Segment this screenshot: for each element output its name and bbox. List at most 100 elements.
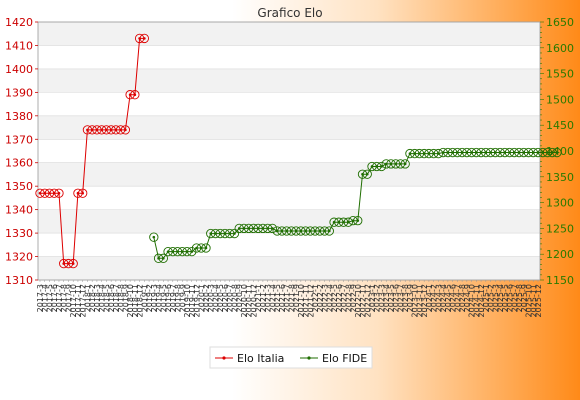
data-point	[54, 188, 64, 198]
x-tick-label: 2020-10	[240, 284, 249, 317]
x-tick-label: 2019-3	[150, 284, 159, 312]
x-tick-label: 2020-2	[202, 284, 211, 312]
x-tick-label: 2020-8	[230, 284, 239, 312]
x-tick-label: 2018-4	[98, 284, 107, 312]
x-tick-label: 2021-11	[302, 284, 311, 317]
x-tick-label: 2022-3	[321, 284, 330, 312]
x-tick-label: 2024-9	[463, 284, 472, 312]
x-tick-label: 2023-4	[382, 284, 391, 312]
right-tick-label: 1500	[546, 93, 574, 106]
data-point-dot	[57, 191, 61, 195]
data-point-dot	[365, 172, 369, 176]
x-tick-label: 2020-12	[249, 284, 258, 317]
x-tick-label: 2023-5	[387, 284, 396, 312]
data-point-dot	[555, 151, 559, 154]
x-tick-label: 2020-4	[211, 284, 220, 312]
x-tick-label: 2021-3	[264, 284, 273, 312]
x-tick-label: 2024-8	[458, 284, 467, 312]
left-tick-label: 1360	[5, 157, 33, 170]
grid-band	[38, 22, 540, 46]
left-tick-label: 1350	[5, 180, 33, 193]
data-point-dot	[124, 128, 127, 132]
x-tick-label: 2017-12	[79, 284, 88, 317]
data-point	[229, 228, 240, 239]
plot-area	[38, 22, 540, 280]
grid-band	[38, 209, 540, 234]
x-tick-label: 2017-9	[64, 284, 73, 312]
x-tick-label: 2021-10	[297, 284, 306, 317]
x-tick-label: 2019-6	[164, 284, 173, 312]
data-point	[158, 253, 168, 263]
right-tick-label: 1550	[546, 68, 574, 81]
x-tick-label: 2019-11	[188, 284, 197, 317]
x-tick-label: 2025-8	[515, 284, 524, 312]
legend: Elo Italia Elo FIDE	[209, 346, 373, 369]
x-tick-label: 2023-12	[420, 284, 429, 317]
x-tick-label: 2024-4	[439, 284, 448, 312]
legend-box	[209, 346, 373, 369]
plot-background	[37, 21, 541, 281]
x-tick-label: 2018-11	[131, 284, 140, 317]
x-tick-label: 2023-9	[406, 284, 415, 312]
x-tick-label: 2021-4	[268, 284, 277, 312]
x-tick-label: 2025-6	[506, 284, 515, 312]
x-tick-label: 2017-11	[74, 284, 83, 317]
legend-label-elo-italia: Elo Italia	[237, 352, 284, 365]
data-point	[139, 33, 149, 44]
x-tick-label: 2017-5	[45, 284, 54, 312]
x-tick-label: 2025-4	[496, 284, 505, 312]
right-tick-label: 1150	[546, 274, 574, 287]
x-tick-label: 2020-6	[221, 284, 230, 312]
x-tick-label: 2017-6	[50, 284, 59, 312]
x-tick-label: 2020-3	[207, 284, 216, 312]
x-tick-label: 2025-3	[491, 284, 500, 312]
data-point-dot	[71, 262, 75, 265]
x-tick-label: 2022-7	[340, 284, 349, 312]
x-tick-label: 2018-2	[88, 284, 97, 312]
data-point-dot	[133, 93, 137, 97]
x-tick-label: 2019-4	[155, 284, 164, 312]
x-tick-label: 2025-11	[529, 284, 538, 317]
right-tick-label: 1300	[546, 197, 574, 210]
x-tick-label: 2017-4	[41, 284, 50, 312]
x-tick-label: 2024-10	[468, 284, 477, 317]
x-tick-label: 2025-1	[482, 284, 491, 312]
left-tick-label: 1380	[5, 110, 33, 123]
x-tick-label: 2025-5	[501, 284, 510, 312]
x-tick-label: 2023-6	[392, 284, 401, 312]
x-tick-label: 2025-12	[534, 284, 543, 317]
x-tick-label: 2022-2	[316, 284, 325, 312]
left-tick-label: 1330	[5, 227, 33, 240]
data-point	[343, 217, 353, 227]
x-tick-label: 2018-7	[112, 284, 121, 312]
x-tick-label: 2019-5	[159, 284, 168, 312]
x-tick-label: 2022-9	[349, 284, 358, 312]
x-tick-label: 2019-1	[140, 284, 149, 312]
data-point	[552, 147, 562, 158]
x-tick-label: 2018-8	[117, 284, 126, 312]
x-tick-label: 2019-7	[169, 284, 178, 312]
x-tick-label: 2023-10	[411, 284, 420, 317]
x-tick-label: 2023-2	[373, 284, 382, 312]
left-tick-label: 1370	[5, 133, 33, 146]
x-tick-label: 2021-12	[306, 284, 315, 317]
legend-marker-elo-italia	[222, 356, 226, 360]
x-tick-label: 2024-3	[434, 284, 443, 312]
data-point	[324, 226, 334, 236]
x-tick-label: 2017-8	[60, 284, 69, 312]
left-tick-label: 1340	[5, 204, 33, 217]
x-tick-label: 2024-1	[425, 284, 434, 312]
x-tick-label: 2025-10	[525, 284, 534, 317]
x-tick-label: 2021-9	[292, 284, 301, 312]
x-tick-label: 2020-9	[235, 284, 244, 312]
x-tick-label: 2018-6	[107, 284, 116, 312]
x-tick-label: 2017-7	[55, 284, 64, 312]
data-point	[353, 216, 363, 226]
x-tick-label: 2021-7	[283, 284, 292, 312]
data-point	[362, 169, 372, 179]
data-point	[78, 188, 88, 198]
x-tick-label: 2024-5	[444, 284, 453, 312]
x-tick-label: 2024-12	[477, 284, 486, 317]
